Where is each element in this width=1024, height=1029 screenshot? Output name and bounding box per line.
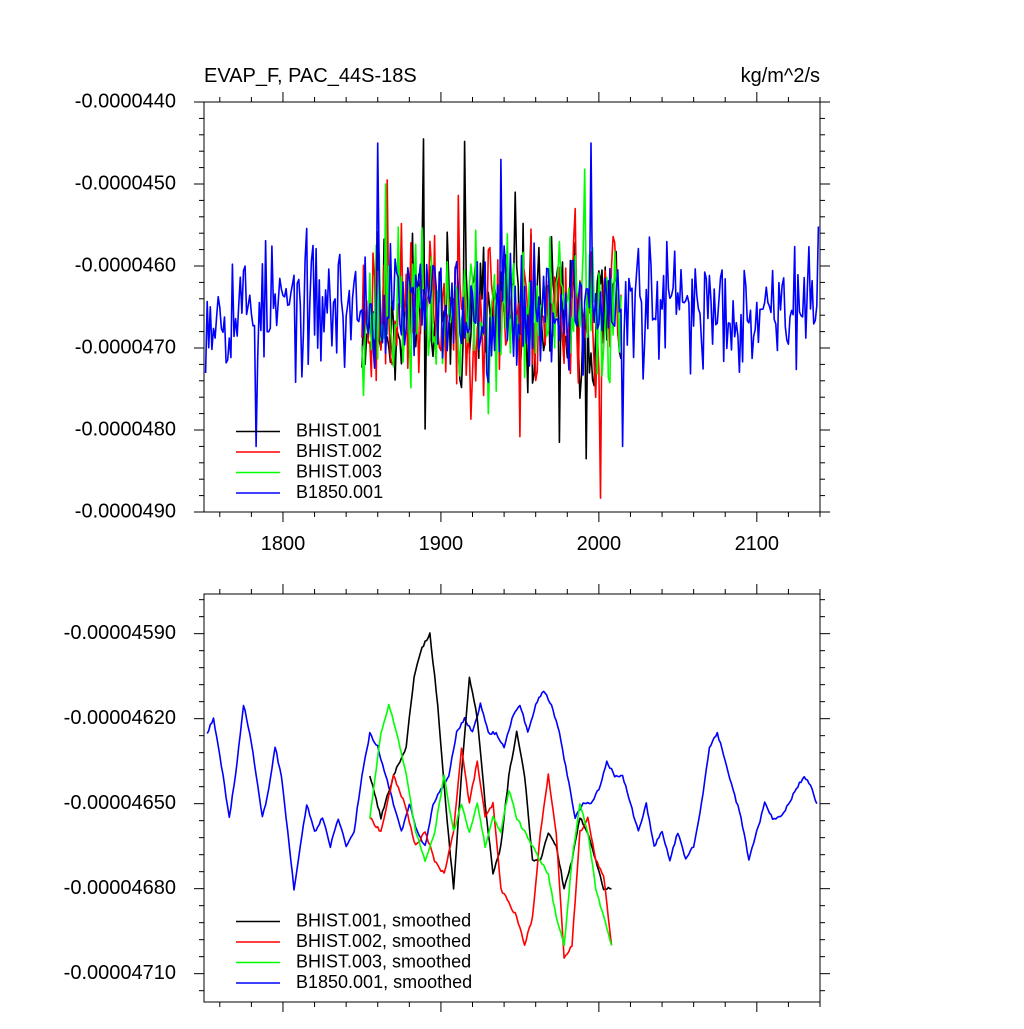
- y-tick-label: -0.0000480: [75, 418, 176, 440]
- series-line-2: [369, 747, 613, 959]
- plot-frame: [203, 593, 821, 1003]
- y-tick-label: -0.0000450: [75, 172, 176, 194]
- units-label: kg/m^2/s: [741, 65, 820, 87]
- y-tick-label: -0.0000440: [75, 90, 176, 112]
- y-tick-label: -0.00004680: [64, 877, 176, 899]
- x-tick-label: 2100: [735, 533, 780, 555]
- series-group: [204, 138, 820, 499]
- plot-frame: [203, 101, 821, 513]
- series-line-1: [369, 632, 612, 891]
- y-tick-label: -0.00004710: [64, 962, 176, 984]
- legend-label: BHIST.003: [296, 461, 382, 481]
- y-tick-label: -0.0000460: [75, 254, 176, 276]
- y-tick-label: -0.00004650: [64, 792, 176, 814]
- y-tick-label: -0.0000470: [75, 336, 176, 358]
- legend-label: B1850.001, smoothed: [296, 972, 472, 992]
- legend-label: B1850.001: [296, 482, 383, 502]
- legend-label: BHIST.003, smoothed: [296, 951, 471, 971]
- panel-2: -0.00004590 -0.00004620 -0.00004650 -0.0000…: [64, 584, 830, 1012]
- series-group: [206, 632, 818, 959]
- y-tick-label: -0.00004620: [64, 707, 176, 729]
- x-tick-label: 1800: [261, 533, 306, 555]
- x-tick-label: 2000: [577, 533, 622, 555]
- y-tick-label: -0.0000490: [75, 500, 176, 522]
- legend-label: BHIST.001: [296, 420, 382, 440]
- legend-label: BHIST.001, smoothed: [296, 910, 471, 930]
- panel-1: EVAP_F, PAC_44S-18S kg/m^2/s 1800 1900 2000 2…: [75, 65, 830, 555]
- x-tick-label: 1900: [419, 533, 464, 555]
- chart-title: EVAP_F, PAC_44S-18S: [204, 65, 417, 87]
- legend-label: BHIST.002, smoothed: [296, 931, 471, 951]
- series-line-2: [361, 179, 622, 499]
- series-line-3: [369, 703, 613, 947]
- y-tick-label: -0.00004590: [64, 622, 176, 644]
- series-line-4: [204, 142, 820, 448]
- series-line-4: [206, 690, 818, 891]
- legend-label: BHIST.002: [296, 441, 382, 461]
